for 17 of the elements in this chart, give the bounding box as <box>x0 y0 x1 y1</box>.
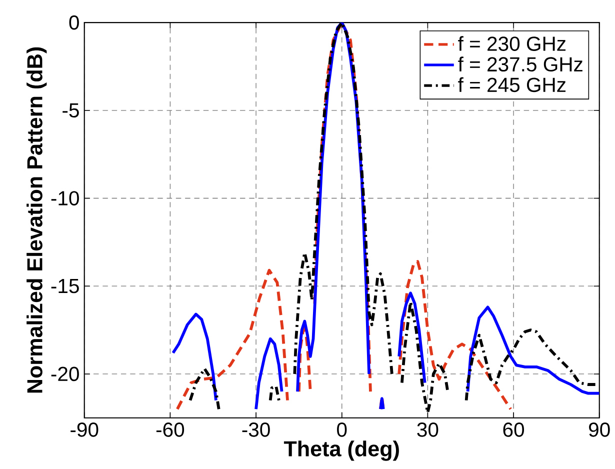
y-tick-label: -5 <box>62 103 79 118</box>
x-tick-label: 60 <box>503 422 524 437</box>
legend-label: f = 237.5 GHz <box>458 56 582 72</box>
x-tick-label: -90 <box>70 422 98 437</box>
y-tick-label: 0 <box>69 15 79 30</box>
x-tick-label: 0 <box>337 422 347 437</box>
x-axis-title: Theta (deg) <box>284 440 399 461</box>
y-tick-label: -10 <box>51 191 79 206</box>
y-tick-label: -20 <box>51 366 79 382</box>
legend-label: f = 230 GHz <box>458 36 566 52</box>
y-axis-title: Normalized Elevation Pattern (dB) <box>26 47 47 393</box>
y-tick-label: -15 <box>51 279 79 294</box>
x-tick-label: -30 <box>242 422 270 437</box>
x-tick-label: 30 <box>417 422 438 437</box>
legend-label: f = 245 GHz <box>458 77 566 92</box>
x-tick-label: 90 <box>589 422 610 437</box>
x-tick-label: -60 <box>156 422 184 437</box>
